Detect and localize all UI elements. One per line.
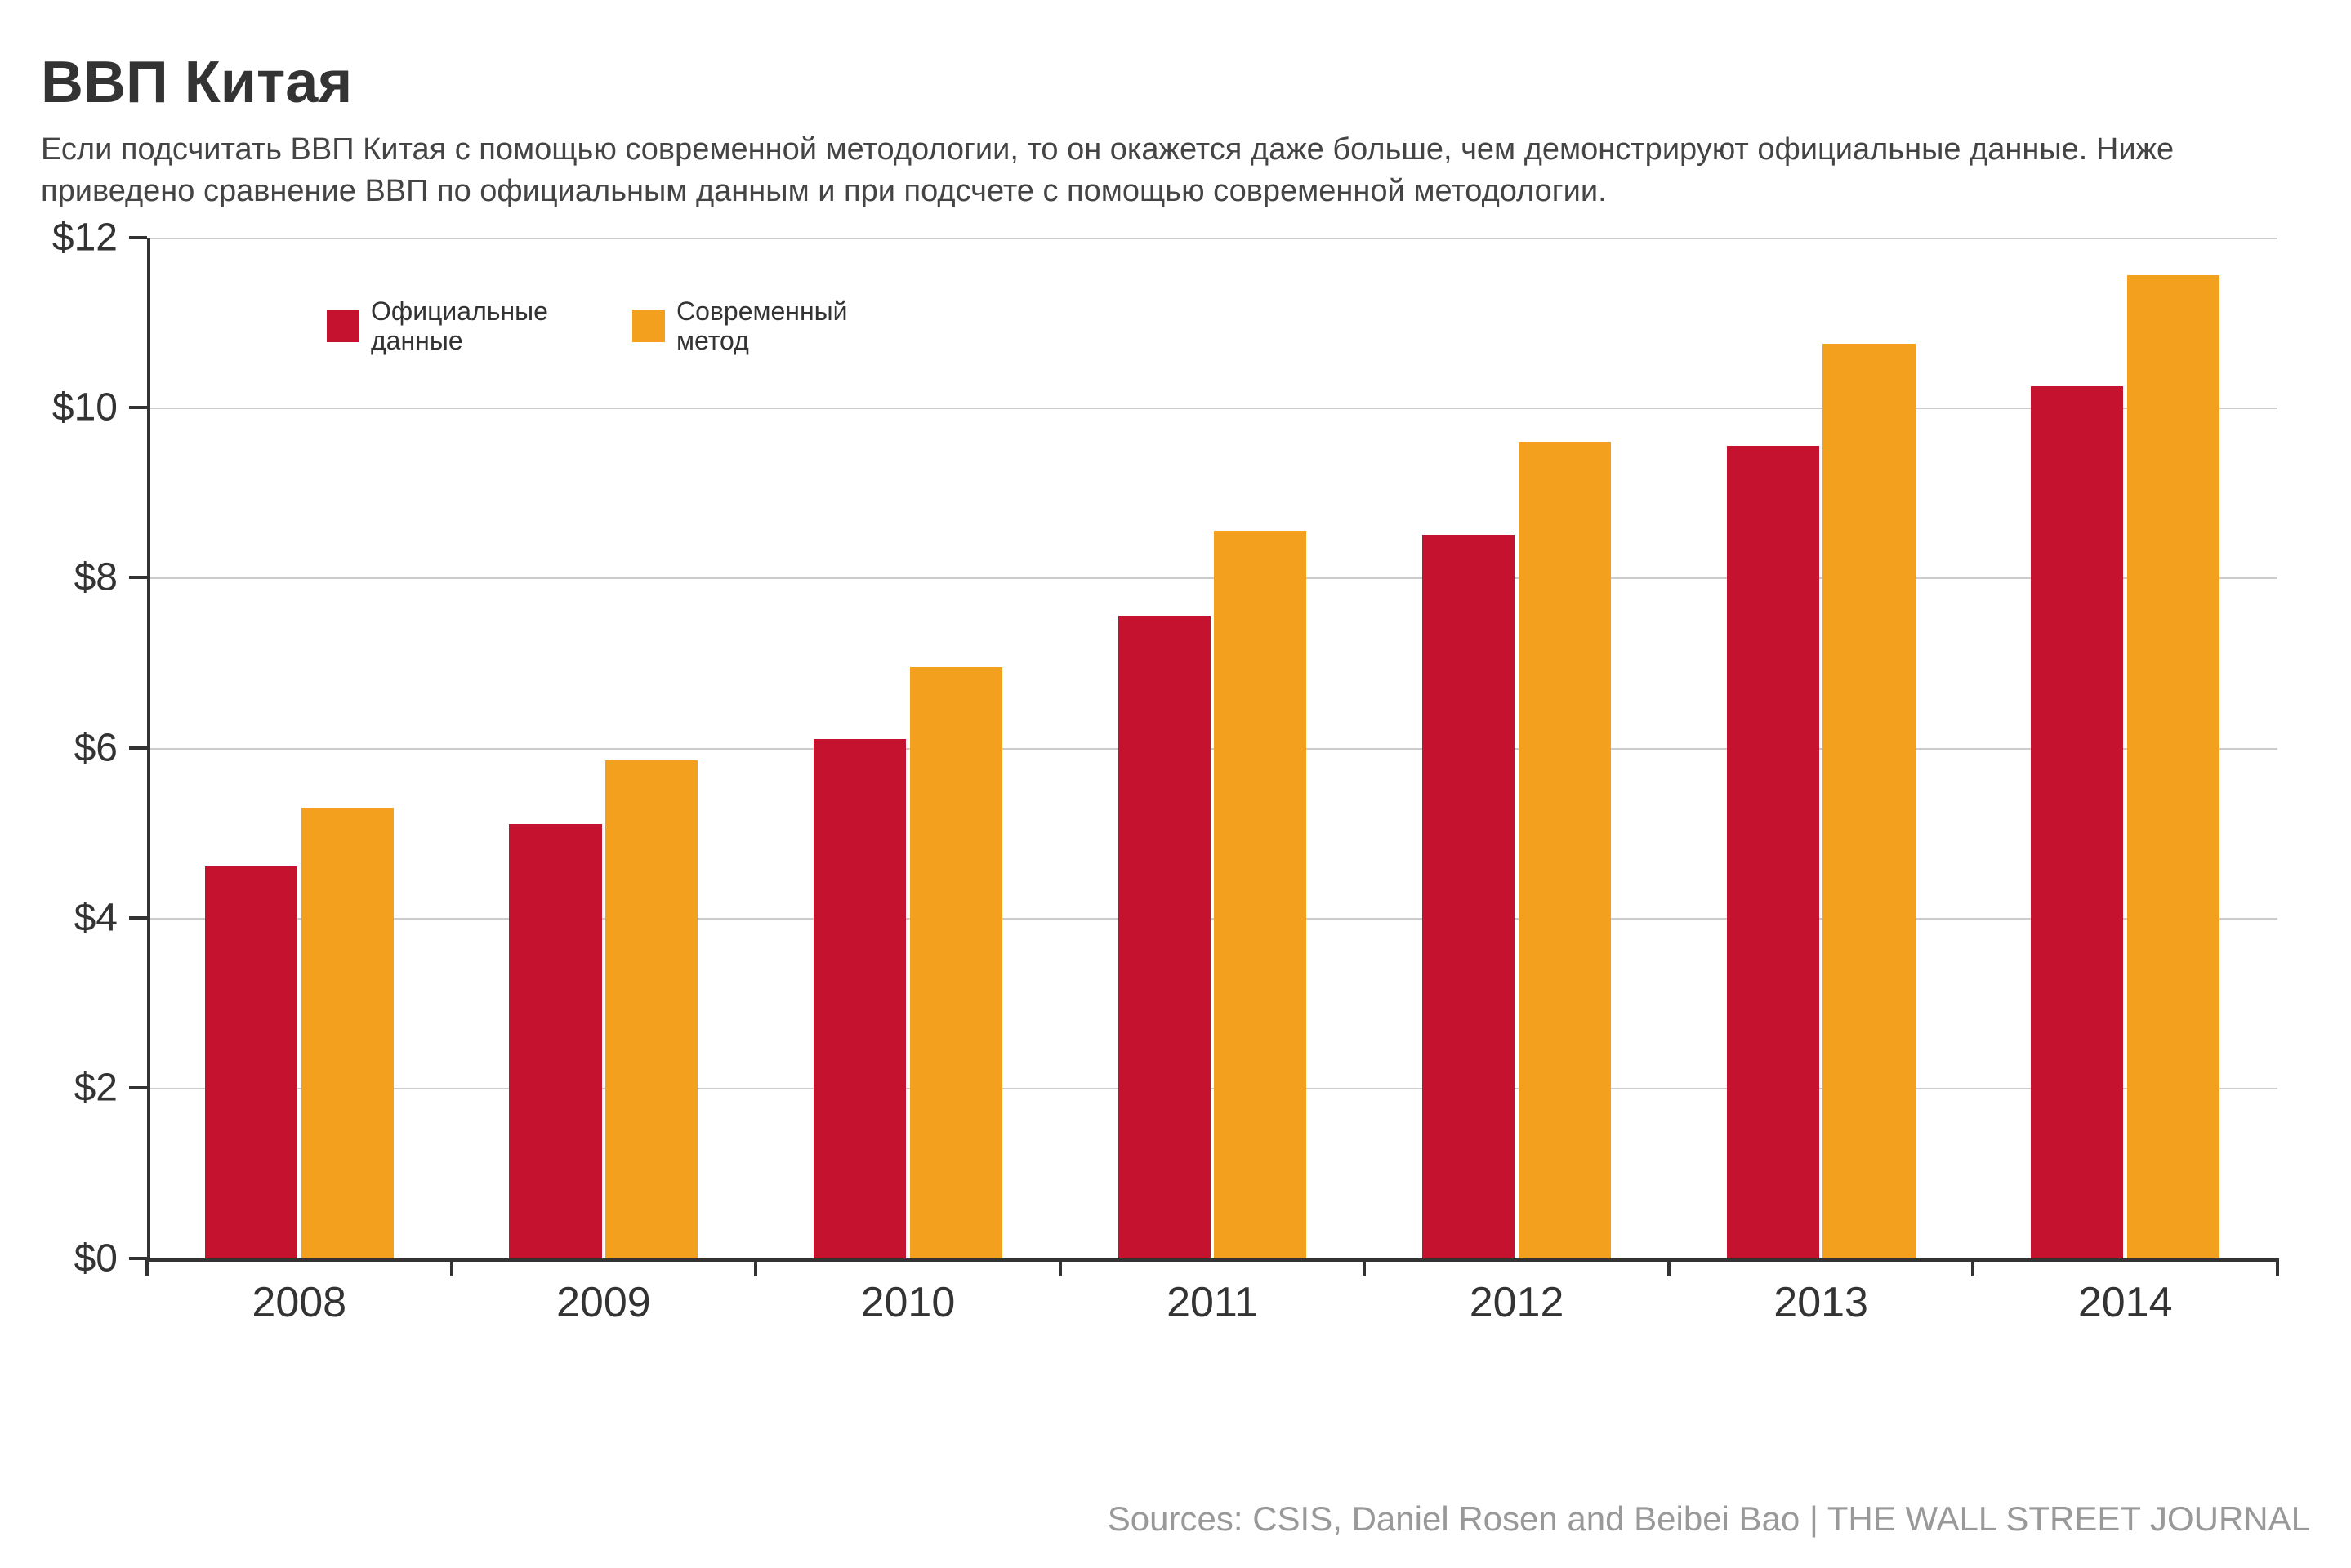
x-axis-label: 2010 xyxy=(861,1278,956,1327)
x-axis-label: 2012 xyxy=(1470,1278,1564,1327)
bar-official xyxy=(205,866,297,1258)
chart-title: ВВП Китая xyxy=(41,49,2310,116)
x-axis-label: 2009 xyxy=(556,1278,651,1327)
bar-group: 2010 xyxy=(814,238,1002,1258)
legend-label: Официальные данные xyxy=(371,296,583,357)
bar-modern xyxy=(605,760,698,1258)
chart-subtitle: Если подсчитать ВВП Китая с помощью совр… xyxy=(41,129,2246,213)
legend-label: Современный метод xyxy=(676,296,889,357)
legend-swatch xyxy=(327,310,359,342)
y-axis-label: $4 xyxy=(74,895,118,940)
x-tick xyxy=(1363,1258,1366,1276)
y-tick xyxy=(129,916,147,920)
x-tick xyxy=(1971,1258,1974,1276)
bar-official xyxy=(814,739,906,1258)
bar-modern xyxy=(1214,531,1306,1258)
x-tick xyxy=(1667,1258,1671,1276)
bar-official xyxy=(509,824,601,1258)
bar-official xyxy=(1422,535,1515,1258)
x-tick xyxy=(145,1258,149,1276)
bar-modern xyxy=(910,667,1002,1258)
y-tick xyxy=(129,576,147,579)
y-axis-label: $10 xyxy=(52,385,118,430)
y-axis-label: $2 xyxy=(74,1066,118,1111)
y-tick xyxy=(129,1086,147,1089)
bar-modern xyxy=(1822,344,1915,1258)
bar-group: 2008 xyxy=(205,238,394,1258)
page-root: ВВП Китая Если подсчитать ВВП Китая с по… xyxy=(0,0,2351,1568)
chart-area: $0$2$4$6$8$10$12 Официальные данныеСовре… xyxy=(41,238,2310,1348)
y-axis-line xyxy=(147,238,150,1262)
y-axis-label: $0 xyxy=(74,1236,118,1281)
bar-group: 2009 xyxy=(509,238,698,1258)
y-axis-label: $12 xyxy=(52,215,118,260)
bar-group: 2013 xyxy=(1727,238,1916,1258)
x-axis-label: 2011 xyxy=(1167,1278,1258,1327)
legend-swatch xyxy=(632,310,665,342)
bar-official xyxy=(1118,616,1211,1258)
x-axis-label: 2008 xyxy=(252,1278,346,1327)
y-tick xyxy=(129,406,147,409)
bar-official xyxy=(1727,446,1819,1258)
x-axis-line xyxy=(147,1258,2277,1262)
y-axis-label: $6 xyxy=(74,725,118,770)
x-axis-label: 2013 xyxy=(1773,1278,1868,1327)
bar-official xyxy=(2031,386,2123,1258)
source-attribution: Sources: CSIS, Daniel Rosen and Beibei B… xyxy=(1108,1499,2310,1539)
y-tick xyxy=(129,236,147,239)
y-axis: $0$2$4$6$8$10$12 xyxy=(41,238,131,1348)
bar-group: 2011 xyxy=(1118,238,1307,1258)
bar-group: 2012 xyxy=(1422,238,1611,1258)
x-tick xyxy=(2276,1258,2279,1276)
x-axis-label: 2014 xyxy=(2078,1278,2173,1327)
y-tick xyxy=(129,746,147,750)
y-tick xyxy=(129,1257,147,1260)
plot-area: Официальные данные Современный метод 2008… xyxy=(147,238,2277,1348)
x-tick xyxy=(450,1258,453,1276)
legend-item-modern: Современный метод xyxy=(632,296,889,357)
y-axis-label: $8 xyxy=(74,555,118,600)
legend-item-official: Официальные данные xyxy=(327,296,583,357)
legend: Официальные данные Современный метод xyxy=(327,296,889,357)
bar-modern xyxy=(301,808,394,1258)
bar-modern xyxy=(1519,442,1611,1258)
x-tick xyxy=(1059,1258,1062,1276)
x-tick xyxy=(754,1258,757,1276)
bar-modern xyxy=(2127,275,2219,1258)
bar-group: 2014 xyxy=(2031,238,2219,1258)
